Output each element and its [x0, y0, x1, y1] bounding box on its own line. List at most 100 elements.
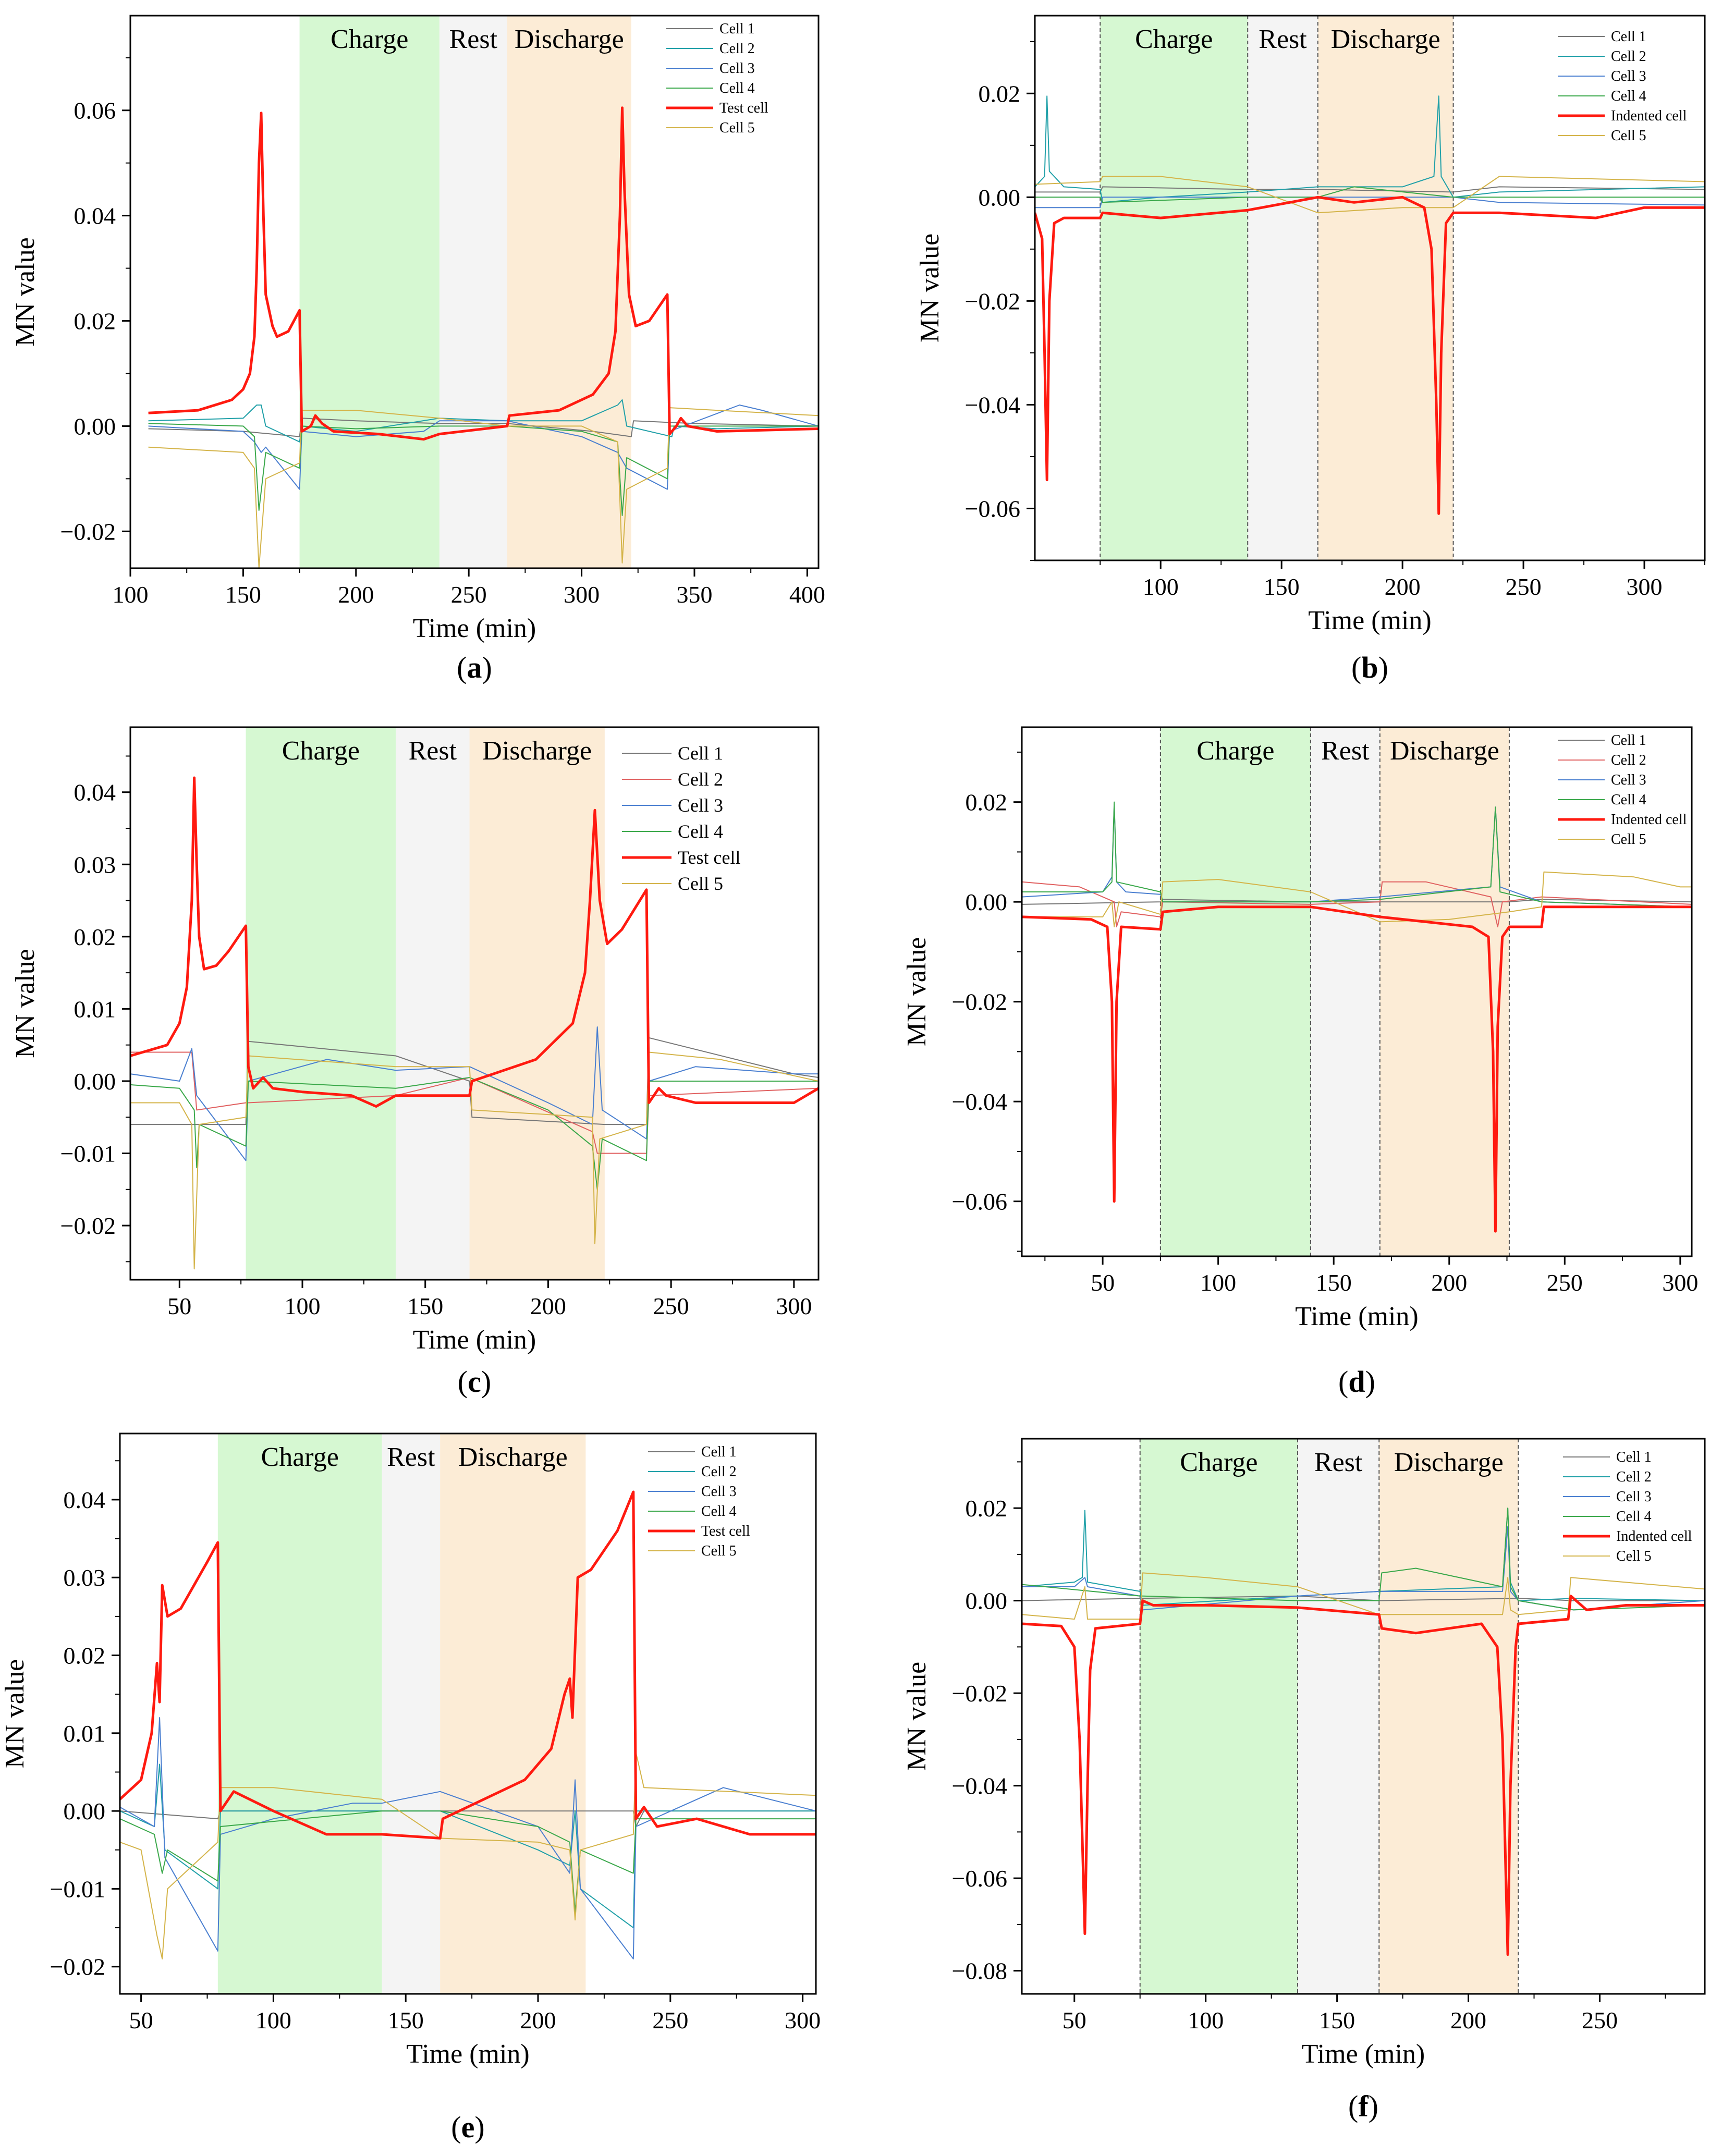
x-tick-label: 150 — [1319, 2007, 1355, 2034]
phase-label-charge: Charge — [1135, 24, 1213, 54]
phase-band-charge — [299, 16, 439, 568]
legend-label: Indented cell — [1611, 812, 1687, 828]
phase-band-discharge — [1379, 727, 1509, 1256]
x-tick-label: 50 — [1091, 1269, 1115, 1296]
y-axis-title: MN value — [10, 237, 40, 346]
panel-caption: (d) — [1338, 1365, 1375, 1399]
y-tick-label: −0.06 — [965, 495, 1020, 522]
x-tick-label: 150 — [407, 1293, 443, 1319]
y-tick-label: 0.01 — [64, 1720, 106, 1747]
x-tick-label: 300 — [1627, 573, 1663, 600]
phase-band-rest — [396, 727, 470, 1280]
series-line-cell-3 — [120, 1717, 816, 1959]
legend-label: Cell 5 — [1611, 128, 1646, 144]
x-tick-label: 50 — [129, 2007, 153, 2034]
x-axis-title: Time (min) — [1295, 1302, 1418, 1331]
y-tick-label: −0.02 — [952, 989, 1007, 1015]
x-tick-label: 100 — [1188, 2007, 1224, 2034]
y-tick-label: 0.03 — [74, 851, 116, 878]
x-tick-label: 150 — [225, 581, 261, 608]
y-tick-label: −0.02 — [60, 1212, 116, 1239]
y-tick-label: 0.03 — [64, 1564, 106, 1591]
series-line-test-cell — [130, 776, 819, 1108]
phase-band-discharge — [440, 1434, 586, 1994]
series-line-test-cell — [120, 1490, 816, 1840]
series-line-indented-cell — [1022, 1595, 1705, 1956]
phase-band-charge — [1140, 1439, 1298, 1994]
legend-label: Cell 1 — [1611, 29, 1646, 45]
legend-label: Cell 4 — [678, 821, 723, 842]
x-tick-label: 300 — [564, 581, 600, 608]
x-axis-title: Time (min) — [413, 614, 536, 643]
plot-frame — [129, 15, 820, 569]
phase-band-rest — [1310, 727, 1380, 1256]
phase-band-discharge — [507, 16, 631, 568]
x-tick-label: 400 — [789, 581, 825, 608]
y-tick-label: 0.00 — [74, 413, 116, 439]
phase-label-discharge: Discharge — [1394, 1448, 1504, 1477]
plot-frame — [119, 1432, 817, 1995]
y-tick-label: 0.04 — [64, 1487, 106, 1513]
phase-band-discharge — [1317, 16, 1454, 560]
legend-label: Cell 3 — [1611, 68, 1646, 84]
phase-label-rest: Rest — [1314, 1448, 1363, 1477]
y-tick-label: 0.01 — [74, 996, 116, 1022]
legend-label: Cell 5 — [678, 873, 723, 894]
legend-label: Cell 2 — [678, 769, 723, 790]
phase-band-charge — [217, 1434, 382, 1994]
legend-label: Cell 4 — [1611, 792, 1646, 808]
phase-band-discharge — [1379, 1439, 1519, 1994]
phase-label-charge: Charge — [261, 1442, 339, 1472]
legend-label: Cell 5 — [1611, 831, 1646, 848]
y-axis-title: MN value — [902, 1662, 932, 1771]
series-line-cell-4 — [120, 1810, 816, 1913]
x-tick-label: 50 — [1062, 2007, 1086, 2034]
series-line-cell-2 — [1022, 881, 1692, 927]
y-tick-label: 0.04 — [74, 203, 116, 229]
series-line-cell-5 — [1035, 176, 1705, 214]
x-tick-label: 250 — [1582, 2007, 1618, 2034]
legend-label: Test cell — [701, 1523, 750, 1539]
legend-label: Cell 1 — [1611, 732, 1646, 749]
x-tick-label: 150 — [1264, 573, 1300, 600]
plot-frame — [1034, 15, 1706, 561]
series-line-cell-5 — [1022, 1572, 1705, 1620]
series-line-cell-3 — [130, 1026, 819, 1161]
legend-label: Cell 3 — [1611, 772, 1646, 788]
phase-label-discharge: Discharge — [1331, 24, 1440, 54]
phase-band-rest — [1298, 1439, 1379, 1994]
series-line-indented-cell — [1035, 195, 1705, 515]
y-tick-label: 0.02 — [64, 1643, 106, 1669]
chart-panel-f: Charge Rest Discharge 50 100 150 200 250 −0.08 −0… — [902, 1438, 1706, 2123]
x-tick-label: 200 — [1431, 1269, 1467, 1296]
series-line-cell-4 — [1022, 1508, 1705, 1611]
y-tick-label: −0.04 — [965, 391, 1020, 418]
phase-band-rest — [439, 16, 507, 568]
series-line-cell-4 — [1022, 801, 1692, 908]
phase-label-discharge: Discharge — [458, 1442, 568, 1472]
series-line-cell-4 — [148, 423, 819, 516]
phase-label-charge: Charge — [1196, 736, 1274, 766]
phase-label-charge: Charge — [331, 24, 408, 54]
legend-label: Cell 2 — [719, 41, 755, 57]
y-tick-label: 0.00 — [979, 184, 1021, 211]
legend: Cell 1 Cell 2 Cell 3 Cell 4 Test cell Cell 5 — [666, 21, 768, 136]
x-axis-title: Time (min) — [406, 2039, 529, 2069]
series-line-cell-1 — [148, 418, 819, 437]
x-tick-label: 200 — [530, 1293, 566, 1319]
y-tick-label: −0.02 — [60, 518, 116, 545]
y-tick-label: 0.00 — [74, 1068, 116, 1095]
series-line-cell-5 — [148, 407, 819, 568]
series-line-cell-4 — [130, 1077, 819, 1190]
series-line-cell-2 — [148, 399, 819, 443]
panel-caption: (c) — [458, 1365, 491, 1399]
legend-label: Cell 1 — [678, 743, 723, 764]
phase-band-rest — [382, 1434, 441, 1994]
x-tick-label: 200 — [1450, 2007, 1486, 2034]
y-tick-label: −0.02 — [965, 288, 1020, 314]
x-tick-label: 250 — [653, 1293, 689, 1319]
legend-label: Cell 2 — [1616, 1469, 1652, 1485]
legend-label: Cell 5 — [1616, 1548, 1652, 1564]
x-tick-label: 250 — [1506, 573, 1542, 600]
